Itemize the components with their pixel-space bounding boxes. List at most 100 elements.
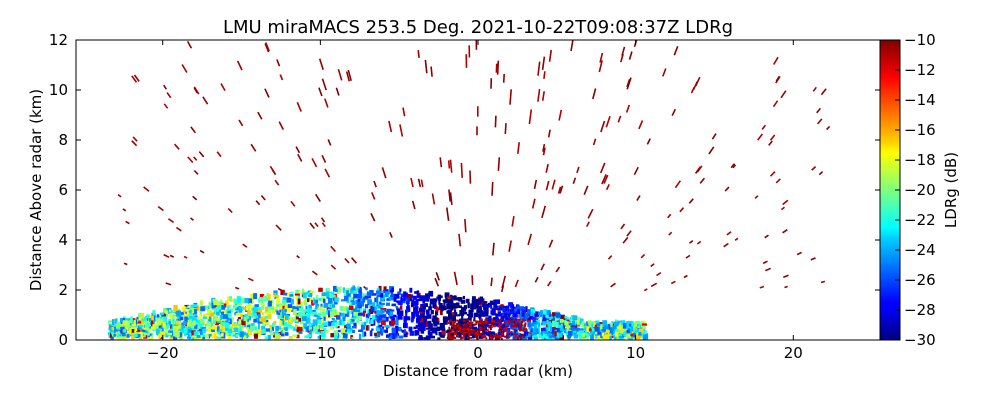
echo-low-cell: [120, 317, 125, 324]
echo-clutter-cell: [512, 319, 515, 322]
echo-clutter-cell: [491, 320, 493, 323]
echo-low-cell: [209, 312, 215, 317]
echo-low-cell: [468, 309, 473, 314]
echo-aloft-mark: [545, 163, 549, 173]
echo-aloft-mark: [330, 264, 337, 270]
echo-aloft-mark: [811, 166, 817, 171]
echo-aloft-mark: [449, 159, 453, 173]
echo-low-cell: [421, 295, 426, 301]
echo-low-cell: [347, 320, 350, 324]
echo-clutter-cell: [475, 321, 478, 324]
echo-low-cell: [459, 318, 462, 323]
echo-clutter-cell: [506, 333, 509, 336]
echo-aloft-mark: [784, 285, 788, 289]
echo-low-cell: [607, 336, 610, 340]
echo-low-cell: [313, 326, 318, 332]
echo-low-cell: [117, 330, 120, 334]
echo-low-cell: [504, 305, 507, 312]
echo-low-cell: [452, 303, 457, 307]
echo-aloft-mark: [622, 236, 629, 244]
echo-low-cell: [114, 331, 118, 335]
echo-low-cell: [169, 309, 172, 313]
echo-clutter-cell: [449, 333, 452, 336]
echo-low-cell: [147, 334, 151, 338]
echo-low-cell: [463, 318, 469, 321]
echo-low-cell: [543, 309, 547, 315]
echo-low-cell: [195, 316, 199, 320]
echo-clutter-cell: [467, 331, 470, 334]
echo-low-cell: [411, 311, 415, 315]
echo-aloft-mark: [327, 139, 332, 146]
echo-low-cell: [441, 330, 446, 335]
echo-low-cell: [409, 328, 413, 331]
echo-low-cell: [316, 324, 319, 330]
echo-aloft-mark: [598, 60, 603, 73]
echo-aloft-mark: [502, 73, 505, 83]
echo-low-cell: [141, 312, 145, 319]
echo-low-cell: [475, 298, 480, 304]
echo-low-cell: [336, 325, 340, 329]
echo-aloft-mark: [309, 222, 316, 229]
echo-low-cell: [227, 333, 232, 336]
echo-low-cell: [232, 304, 237, 309]
echo-low-cell: [406, 316, 411, 321]
echo-clutter-cell: [448, 320, 451, 323]
echo-low-cell: [567, 319, 570, 323]
echo-clutter-cell: [466, 319, 469, 321]
echo-clutter-cell: [477, 329, 480, 332]
echo-aloft-mark: [297, 153, 303, 162]
echo-clutter-cell: [481, 322, 484, 325]
echo-low-cell: [506, 306, 510, 313]
echo-low-cell: [317, 315, 321, 318]
echo-low-cell: [330, 291, 335, 295]
echo-low-cell: [282, 305, 285, 310]
echo-low-cell: [557, 314, 561, 318]
echo-low-cell: [254, 314, 258, 318]
echo-low-cell: [108, 324, 114, 329]
echo-low-cell: [549, 326, 552, 333]
echo-low-cell: [236, 334, 239, 337]
echo-aloft-mark: [769, 171, 776, 177]
echo-low-cell: [253, 306, 257, 313]
echo-low-cell: [520, 327, 524, 331]
echo-low-cell: [388, 297, 393, 301]
echo-clutter-cell: [497, 322, 500, 325]
echo-clutter-cell: [497, 325, 500, 328]
echo-low-cell: [202, 328, 206, 334]
echo-low-cell: [424, 315, 429, 319]
echo-low-cell: [225, 327, 229, 331]
echo-low-cell: [206, 312, 210, 317]
colorbar-tick-label: −14: [904, 91, 936, 109]
echo-low-cell: [152, 310, 156, 316]
echo-low-cell: [395, 306, 398, 308]
echo-low-cell: [558, 325, 562, 328]
echo-low-cell: [450, 312, 455, 317]
echo-low-cell: [131, 328, 135, 333]
echo-low-cell: [229, 319, 232, 325]
echo-low-cell: [574, 327, 579, 332]
echo-low-cell: [389, 309, 395, 312]
echo-clutter-cell: [478, 320, 481, 323]
echo-low-cell: [276, 335, 282, 339]
echo-clutter-cell: [451, 336, 454, 339]
echo-aloft-mark: [769, 134, 776, 141]
echo-low-cell: [351, 290, 356, 294]
echo-aloft-mark: [628, 51, 633, 60]
echo-low-cell: [109, 323, 112, 327]
echo-low-cell: [184, 332, 187, 337]
echo-low-cell: [183, 310, 186, 313]
echo-aloft-mark: [726, 231, 732, 236]
echo-low-cell: [205, 333, 210, 339]
echo-low-cell: [220, 332, 224, 337]
echo-low-cell: [118, 337, 123, 340]
echo-clutter-cell: [499, 327, 501, 330]
echo-low-cell: [484, 308, 489, 314]
echo-low-cell: [279, 320, 283, 323]
echo-low-cell: [500, 304, 504, 308]
echo-low-cell: [623, 327, 629, 332]
echo-low-cell: [286, 324, 291, 328]
echo-low-cell: [479, 317, 482, 321]
echo-low-cell: [564, 330, 567, 333]
colorbar-tick-label: −22: [904, 211, 936, 229]
echo-low-cell: [295, 306, 299, 311]
